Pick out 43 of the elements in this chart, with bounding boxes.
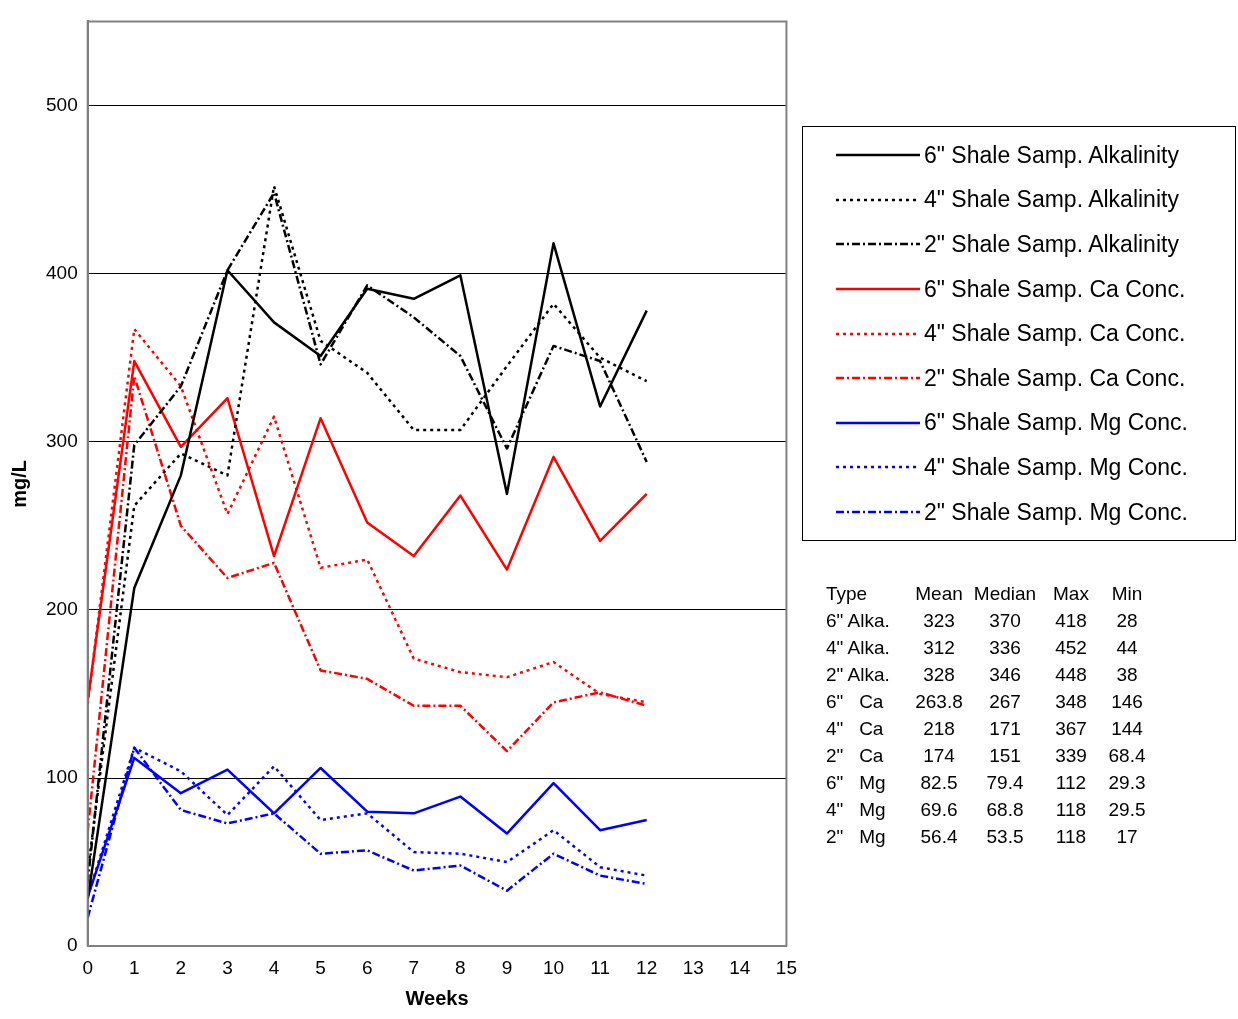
y-tick-label: 200 bbox=[46, 598, 78, 620]
x-tick-label: 13 bbox=[682, 956, 704, 978]
text: 6" Ca 263.8 267 348 146 bbox=[826, 691, 1143, 712]
text: 2" Alka. 328 346 448 38 bbox=[826, 664, 1138, 685]
x-tick-label: 7 bbox=[408, 956, 420, 978]
text: 4" Mg 69.6 68.8 118 29.5 bbox=[826, 799, 1146, 820]
text: 4" Ca 218 171 367 144 bbox=[826, 718, 1143, 739]
legend-label: 2" Shale Samp. Alkalinity bbox=[924, 230, 1179, 258]
legend-label: 2" Shale Samp. Ca Conc. bbox=[924, 364, 1186, 392]
text: 2" Mg 56.4 53.5 118 17 bbox=[826, 826, 1138, 847]
x-tick-label: 1 bbox=[128, 956, 140, 978]
legend-label: 4" Shale Samp. Mg Conc. bbox=[924, 453, 1188, 481]
x-tick-label: 8 bbox=[455, 956, 466, 978]
text: 6" Mg 82.5 79.4 112 29.3 bbox=[826, 772, 1146, 793]
text: 4" Alka. 312 336 452 44 bbox=[826, 637, 1138, 658]
legend-label: 4" Shale Samp. Ca Conc. bbox=[924, 320, 1186, 348]
x-tick-label: 6 bbox=[361, 956, 373, 978]
legend-label: 6" Shale Samp. Mg Conc. bbox=[924, 409, 1188, 437]
y-tick-label: 500 bbox=[46, 93, 78, 115]
text: 2" Ca 174 151 339 68.4 bbox=[826, 745, 1146, 766]
legend-label: 4" Shale Samp. Alkalinity bbox=[924, 186, 1179, 214]
x-axis-title: Weeks bbox=[405, 986, 469, 1009]
x-tick-label: 11 bbox=[590, 956, 610, 978]
x-tick-label: 5 bbox=[315, 956, 326, 978]
legend-label: 6" Shale Samp. Alkalinity bbox=[924, 141, 1179, 169]
x-tick-label: 9 bbox=[501, 956, 513, 978]
x-tick-label: 0 bbox=[82, 956, 93, 978]
y-tick-label: 400 bbox=[46, 261, 78, 283]
x-tick-label: 12 bbox=[636, 956, 658, 978]
y-tick-label: 0 bbox=[67, 934, 78, 956]
text: Type Mean Median Max Min bbox=[826, 583, 1143, 604]
x-tick-label: 14 bbox=[729, 956, 751, 978]
y-axis-title: mg/L bbox=[7, 459, 30, 508]
x-tick-label: 10 bbox=[542, 956, 565, 978]
x-tick-label: 4 bbox=[268, 956, 280, 978]
y-tick-label: 100 bbox=[46, 766, 78, 788]
legend-label: 6" Shale Samp. Ca Conc. bbox=[924, 275, 1186, 303]
x-tick-label: 3 bbox=[222, 956, 233, 978]
legend-label: 2" Shale Samp. Mg Conc. bbox=[924, 498, 1188, 526]
x-tick-label: 2 bbox=[175, 956, 187, 978]
text: 6" Alka. 323 370 418 28 bbox=[826, 610, 1138, 631]
x-tick-label: 15 bbox=[775, 956, 797, 978]
y-tick-label: 300 bbox=[46, 430, 78, 451]
